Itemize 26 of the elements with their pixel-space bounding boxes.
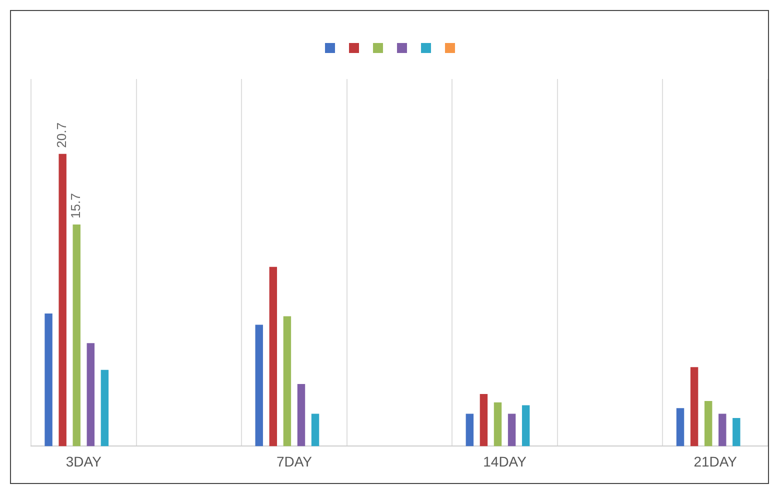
bar — [718, 414, 726, 446]
bar — [297, 384, 306, 446]
bar — [58, 154, 66, 446]
bar — [508, 414, 516, 446]
bar — [311, 414, 320, 446]
bar — [704, 401, 712, 446]
bar — [690, 367, 698, 446]
bar — [100, 370, 109, 446]
x-tick-label: 21DAY — [694, 453, 738, 470]
data-label: 20.7 — [54, 122, 70, 148]
bar — [676, 408, 684, 446]
bar — [255, 324, 263, 446]
bar — [480, 394, 488, 446]
bar — [44, 313, 52, 446]
bar — [494, 402, 502, 446]
bar — [466, 414, 474, 446]
x-tick-label: 7DAY — [276, 453, 313, 470]
data-label: 15.7 — [68, 193, 84, 218]
bar — [283, 316, 292, 446]
bar — [269, 266, 278, 446]
bar — [522, 405, 530, 446]
bar — [72, 224, 80, 446]
bar — [86, 343, 95, 446]
x-tick-label: 14DAY — [483, 453, 528, 470]
x-tick-label: 3DAY — [66, 453, 102, 470]
bar — [732, 418, 740, 446]
